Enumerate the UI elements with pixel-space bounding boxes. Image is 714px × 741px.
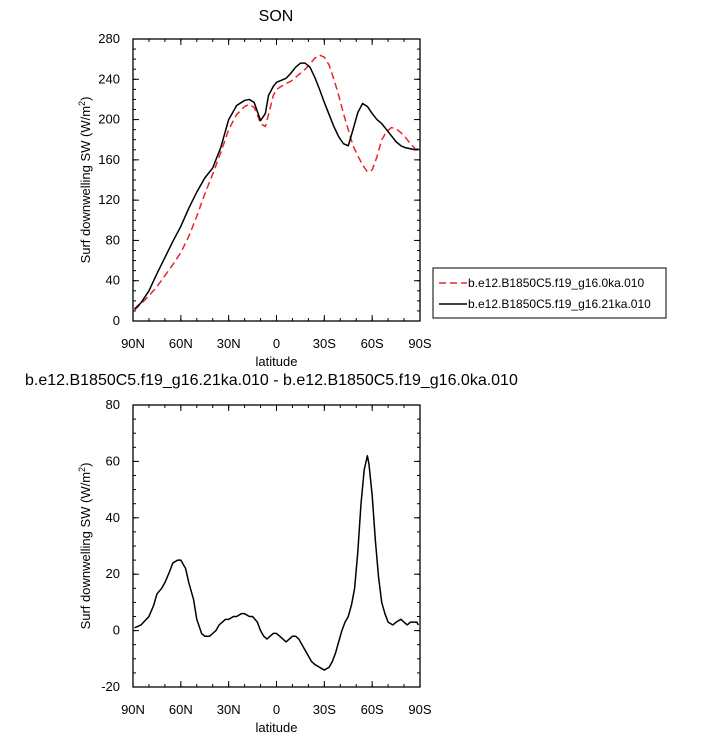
x-tick-label: 90S	[408, 702, 431, 717]
y-tick-label: -20	[101, 679, 120, 694]
plot-frame	[132, 38, 421, 322]
y-tick-label: 40	[106, 510, 120, 525]
x-tick-label: 0	[273, 702, 280, 717]
y-tick-label: 280	[98, 31, 120, 46]
series-line-1	[134, 62, 419, 310]
y-axis-label-sup: 2	[77, 101, 87, 106]
y-tick-label: 0	[113, 623, 120, 638]
x-tick-label: 30S	[313, 702, 336, 717]
series-line-0	[134, 54, 419, 311]
x-tick-label: 60N	[169, 702, 193, 717]
y-axis-label: Surf downwelling SW (W/m2)	[77, 463, 93, 630]
x-tick-label: 30N	[217, 702, 241, 717]
legend-entry-0: b.e12.B1850C5.f19_g16.0ka.010	[468, 276, 644, 290]
y-tick-label: 80	[106, 232, 120, 247]
y-axis-label-main: Surf downwelling SW (W/m	[78, 106, 93, 263]
legend-box	[432, 267, 667, 319]
chart-title: b.e12.B1850C5.f19_g16.21ka.010 - b.e12.B…	[25, 372, 518, 389]
bottom-panel: b.e12.B1850C5.f19_g16.21ka.010 - b.e12.B…	[25, 372, 518, 735]
x-tick-label: 30S	[313, 336, 336, 351]
x-tick-label: 60N	[169, 336, 193, 351]
series-line-0	[134, 455, 420, 671]
y-axis-label-main: Surf downwelling SW (W/m	[78, 472, 93, 629]
y-axis-label-tail: )	[78, 97, 93, 101]
top-panel: SON 90N 60N 30N 0 30S 60S 90S 0 40 80 120 160 200 240 2…	[77, 8, 432, 369]
y-tick-label: 20	[106, 566, 120, 581]
x-axis-label: latitude	[256, 720, 298, 735]
x-tick-label: 90N	[121, 336, 145, 351]
legend: b.e12.B1850C5.f19_g16.0ka.010 b.e12.B1850…	[432, 267, 667, 319]
y-tick-label: 0	[113, 313, 120, 328]
y-tick-label: 60	[106, 453, 120, 468]
y-tick-label: 240	[98, 71, 120, 86]
x-tick-label: 60S	[361, 336, 384, 351]
x-tick-label: 90N	[121, 702, 145, 717]
y-tick-label: 120	[98, 192, 120, 207]
legend-entry-1: b.e12.B1850C5.f19_g16.21ka.010	[468, 297, 651, 311]
y-tick-label: 40	[106, 273, 120, 288]
x-tick-label: 90S	[408, 336, 431, 351]
y-axis-label-sup: 2	[77, 467, 87, 472]
x-tick-label: 0	[273, 336, 280, 351]
x-axis-label: latitude	[256, 354, 298, 369]
x-tick-label: 60S	[361, 702, 384, 717]
y-tick-label: 200	[98, 112, 120, 127]
chart-title: SON	[259, 8, 294, 25]
y-axis-label: Surf downwelling SW (W/m2)	[77, 97, 93, 264]
x-tick-label: 30N	[217, 336, 241, 351]
y-axis-label-tail: )	[78, 463, 93, 467]
y-tick-label: 80	[106, 397, 120, 412]
y-tick-label: 160	[98, 152, 120, 167]
plot-frame	[132, 404, 421, 688]
